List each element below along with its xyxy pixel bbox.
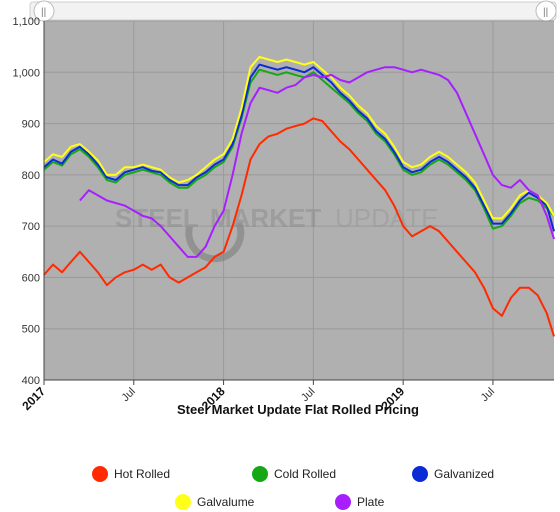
svg-text:||: || bbox=[41, 7, 46, 18]
y-tick-label: 500 bbox=[22, 324, 40, 336]
legend-item-galvalume[interactable]: Galvalume bbox=[175, 494, 255, 510]
legend-item-plate[interactable]: Plate bbox=[335, 494, 385, 510]
y-tick-label: 600 bbox=[22, 272, 40, 284]
legend-marker bbox=[412, 466, 428, 482]
legend-label: Hot Rolled bbox=[114, 467, 170, 481]
y-tick-label: 400 bbox=[22, 375, 40, 387]
x-tick-label: Jul bbox=[119, 386, 137, 404]
legend-item-cold-rolled[interactable]: Cold Rolled bbox=[252, 466, 336, 482]
series-line-cold-rolled[interactable] bbox=[43, 68, 555, 230]
y-tick-label: 1,000 bbox=[12, 67, 40, 79]
series-line-galvanized[interactable] bbox=[43, 63, 555, 232]
range-navigator[interactable]: || || bbox=[29, 0, 557, 22]
series-line-plate[interactable] bbox=[79, 66, 555, 258]
y-tick-label: 900 bbox=[22, 119, 40, 131]
legend-label: Galvanized bbox=[434, 467, 494, 481]
y-axis: 400 500 600 700 800 900 1,000 1,100 bbox=[12, 16, 40, 387]
series-lines bbox=[43, 55, 555, 337]
x-tick-label: 2017 bbox=[19, 384, 48, 413]
grid bbox=[43, 20, 554, 381]
y-tick-label: 800 bbox=[22, 170, 40, 182]
legend-marker bbox=[92, 466, 108, 482]
series-line-hot-rolled[interactable] bbox=[43, 117, 555, 337]
y-tick-label: 700 bbox=[22, 221, 40, 233]
legend-label: Plate bbox=[357, 495, 385, 509]
watermark-logo: STEEL MARKET UPDATE bbox=[115, 203, 439, 263]
legend-item-hot-rolled[interactable]: Hot Rolled bbox=[92, 466, 170, 482]
x-tick-label: Jul bbox=[479, 386, 497, 404]
legend-marker bbox=[175, 494, 191, 510]
legend-marker bbox=[252, 466, 268, 482]
plot-area bbox=[44, 21, 554, 380]
watermark-part2: MARKET bbox=[210, 203, 321, 233]
legend-item-galvanized[interactable]: Galvanized bbox=[412, 466, 494, 482]
legend[interactable]: Hot Rolled Cold Rolled Galvanized Galvalume… bbox=[92, 466, 494, 510]
legend-label: Cold Rolled bbox=[274, 467, 336, 481]
watermark-part3: UPDATE bbox=[335, 203, 439, 233]
svg-text:||: || bbox=[543, 7, 548, 18]
legend-label: Galvalume bbox=[197, 495, 255, 509]
chart-title: Steel Market Update Flat Rolled Pricing bbox=[177, 402, 419, 417]
legend-marker bbox=[335, 494, 351, 510]
y-tick-label: 1,100 bbox=[12, 16, 40, 28]
watermark-swoosh bbox=[185, 219, 245, 263]
series-line-galvalume[interactable] bbox=[43, 55, 555, 220]
